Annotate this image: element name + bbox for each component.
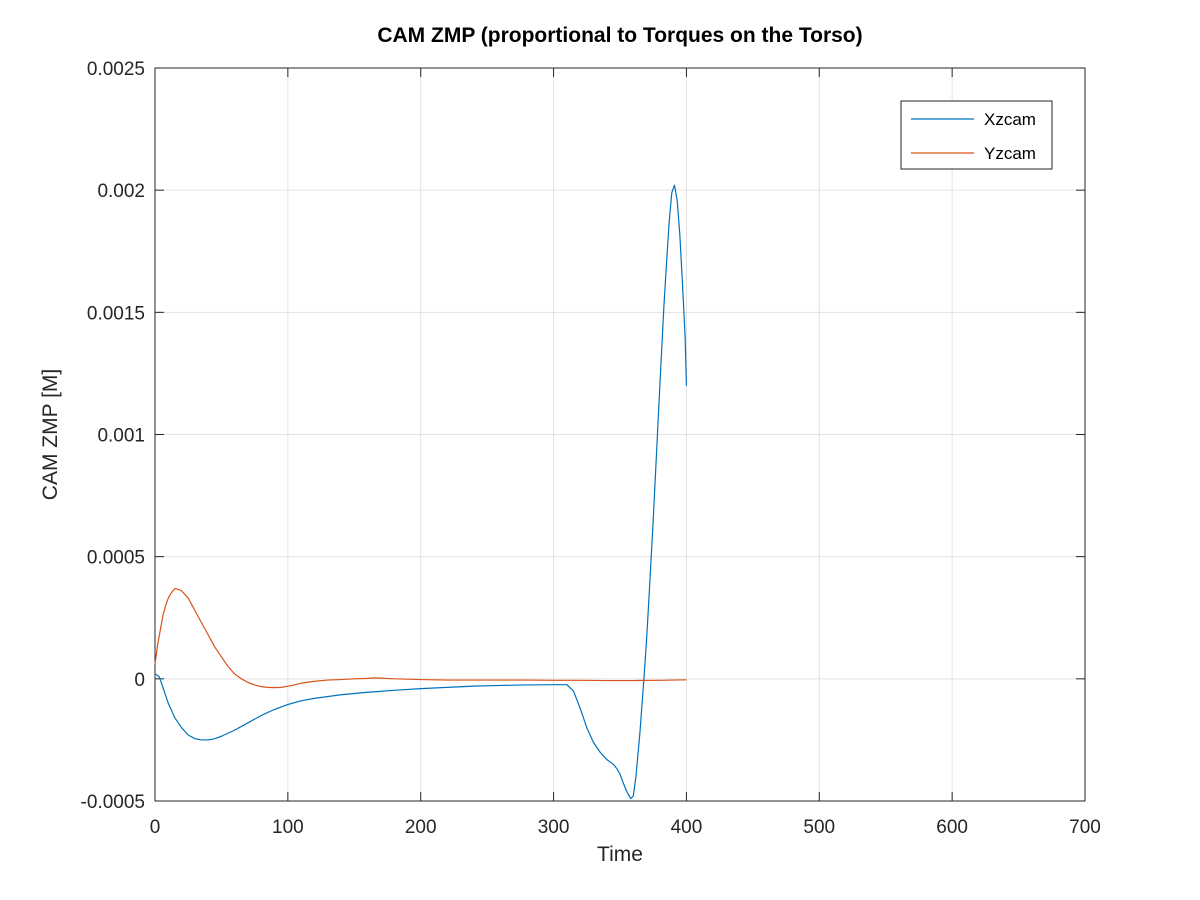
legend: Xzcam Yzcam [900, 100, 1053, 170]
y-tick-label: -0.0005 [81, 792, 145, 813]
plot-frame [154, 67, 1086, 802]
y-tick-label: 0.001 [97, 426, 145, 447]
series-line-xzcam [154, 184, 688, 800]
y-tick-label: 0.0005 [87, 548, 145, 569]
x-axis-label: Time [597, 843, 643, 866]
legend-label-yzcam: Yzcam [984, 144, 1036, 163]
x-tick-label: 500 [803, 817, 835, 838]
chart-title: CAM ZMP (proportional to Torques on the … [377, 24, 862, 47]
x-tick-label: 700 [1069, 817, 1101, 838]
x-tick-label: 400 [671, 817, 703, 838]
legend-box [900, 100, 1053, 170]
y-tick-label: 0.002 [97, 181, 145, 202]
x-tick-label: 100 [272, 817, 304, 838]
y-axis-label: CAM ZMP [M] [39, 369, 62, 500]
x-tick-label: 0 [150, 817, 161, 838]
legend-label-xzcam: Xzcam [984, 110, 1036, 129]
x-tick-label: 200 [405, 817, 437, 838]
y-tick-label: 0.0025 [87, 59, 145, 80]
x-tick-label: 600 [936, 817, 968, 838]
y-tick-label: 0 [134, 670, 145, 691]
series-line-yzcam [154, 587, 687, 689]
x-tick-label: 300 [538, 817, 570, 838]
y-tick-label: 0.0015 [87, 303, 145, 324]
series-layer [154, 184, 688, 800]
